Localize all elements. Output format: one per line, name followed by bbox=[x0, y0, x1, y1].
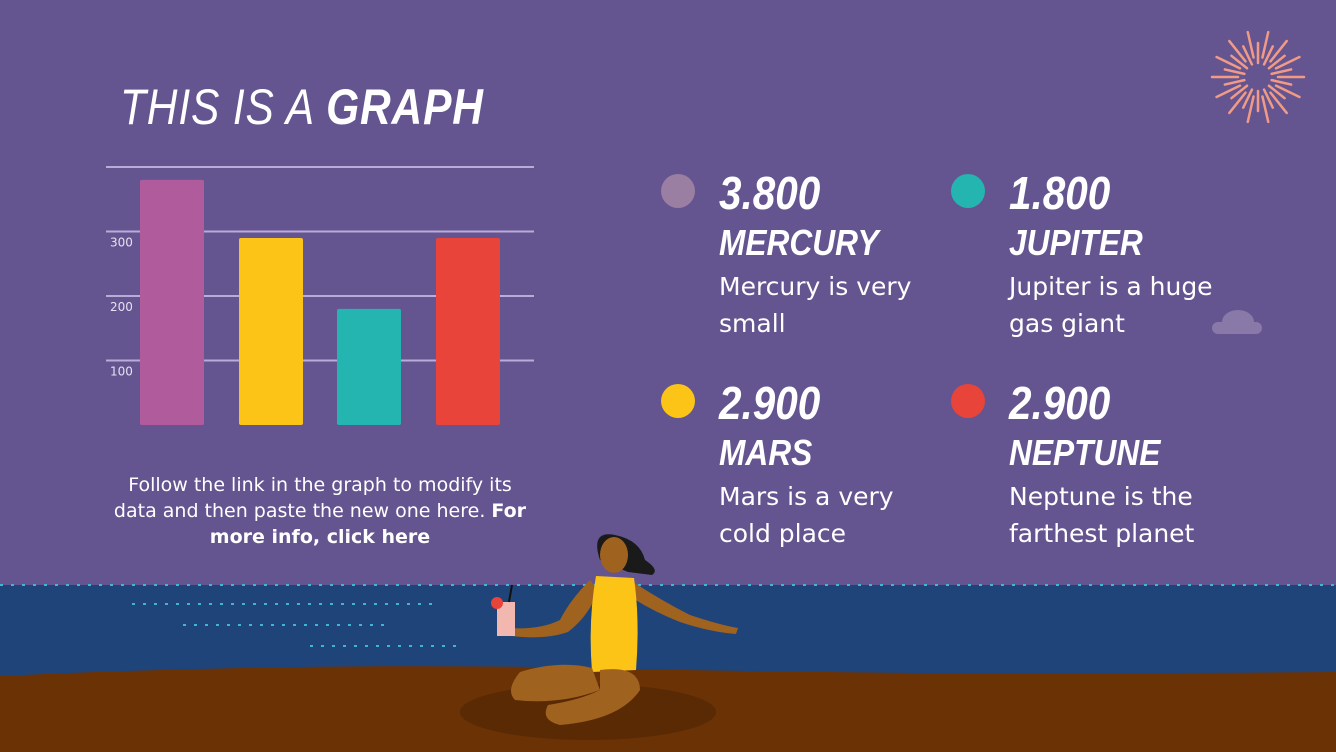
stat-name: MERCURY bbox=[719, 222, 879, 263]
stat-value: 1.800 bbox=[1009, 167, 1111, 219]
stat-value: 2.900 bbox=[719, 377, 821, 429]
stat-description: Mercury is very small bbox=[719, 272, 912, 338]
stat-name: NEPTUNE bbox=[1009, 432, 1161, 473]
y-tick-label: 100 bbox=[110, 365, 133, 379]
woman-figure bbox=[491, 534, 738, 725]
stat-value: 3.800 bbox=[719, 167, 821, 219]
stat-value: 2.900 bbox=[1009, 377, 1111, 429]
legend-dot bbox=[951, 384, 985, 418]
chart-caption: Follow the link in the graph to modify i… bbox=[113, 474, 527, 548]
legend-dot bbox=[951, 174, 985, 208]
stat-description: Jupiter is a huge gas giant bbox=[1009, 272, 1213, 338]
bar-mercury[interactable] bbox=[140, 179, 204, 425]
stat-name: JUPITER bbox=[1009, 222, 1143, 263]
bar-jupiter[interactable] bbox=[337, 308, 401, 425]
cloud-decoration bbox=[1212, 310, 1262, 334]
firework-decoration bbox=[1210, 30, 1306, 124]
y-tick-label: 200 bbox=[110, 300, 133, 314]
stat-name: MARS bbox=[719, 432, 813, 473]
stat-description: Neptune is the farthest planet bbox=[1009, 482, 1195, 548]
tick-bg bbox=[106, 233, 136, 250]
bar-mars[interactable] bbox=[239, 237, 303, 425]
tick-bg bbox=[106, 362, 136, 379]
bar-neptune[interactable] bbox=[436, 237, 500, 425]
legend-dot bbox=[661, 174, 695, 208]
page-title: THIS IS A GRAPH bbox=[120, 79, 484, 135]
more-info-link[interactable]: For more info, click here bbox=[209, 500, 527, 548]
bar-chart[interactable]: 100 200 300 bbox=[100, 160, 540, 435]
tick-bg bbox=[106, 298, 136, 314]
stat-description: Mars is a very cold place bbox=[719, 482, 894, 548]
legend-dot bbox=[661, 384, 695, 418]
y-tick-label: 300 bbox=[110, 236, 133, 250]
